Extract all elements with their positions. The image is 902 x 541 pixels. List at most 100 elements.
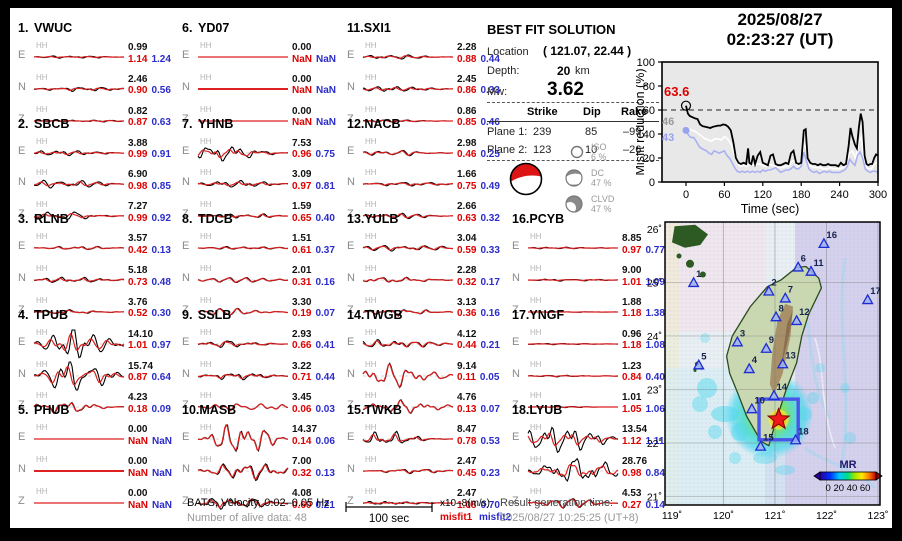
channel-label: HH xyxy=(365,487,377,496)
amplitude-value: 1.01 xyxy=(622,392,642,404)
misfit2-value: 0.25 xyxy=(480,149,500,161)
component-label: E xyxy=(18,240,26,253)
channel-label: HH xyxy=(36,264,48,273)
misfit1-value: 0.98 xyxy=(128,180,148,192)
station-header: 2. SBCB xyxy=(18,117,69,131)
station-code: SSLB xyxy=(198,307,232,322)
waveform-trace: HH xyxy=(197,168,289,188)
component-label: Z xyxy=(512,495,519,507)
synthetic-trace xyxy=(197,464,289,481)
x-tick-label: 240 xyxy=(830,189,848,201)
waveform-trace: HH xyxy=(362,487,453,505)
waveform-trace: HH xyxy=(362,455,454,475)
clvd-pct: 47 % xyxy=(591,204,612,214)
amplitude-value: 4.53 xyxy=(622,488,642,499)
trace-values: 0.99 1.14 1.24 xyxy=(128,42,171,65)
misfit2-value: 0.23 xyxy=(480,467,500,479)
trace-values: 2.01 0.31 0.16 xyxy=(292,265,335,288)
misfit-curve-blue xyxy=(685,130,878,175)
result-time-label: Result generation time: xyxy=(500,497,614,509)
component-label: Z xyxy=(347,208,354,221)
synthetic-trace xyxy=(362,86,453,91)
amplitude-value: 2.28 xyxy=(457,265,477,276)
synthetic-trace xyxy=(527,406,618,409)
misfit1-value: NaN xyxy=(292,53,313,65)
component-label: E xyxy=(347,49,355,61)
station-code: SBCB xyxy=(34,116,70,131)
misfit-curve-white xyxy=(685,126,878,170)
component-label: Z xyxy=(347,495,354,507)
component-label: Z xyxy=(18,303,25,316)
synthetic-trace xyxy=(33,181,124,187)
misfit2-value: 0.85 xyxy=(151,180,171,192)
misfit2-value: 0.33 xyxy=(480,244,500,256)
map-station-number: 11 xyxy=(814,258,825,269)
waveform-trace: HH xyxy=(197,200,289,219)
misfit1-value: 1.01 xyxy=(128,340,148,352)
amplitude-value: 3.88 xyxy=(128,137,148,149)
channel-label: HH xyxy=(200,360,212,369)
channel-label: HH xyxy=(365,73,377,82)
misfit2-value: 1.08 xyxy=(645,340,665,352)
misfit1-value: 1.08 xyxy=(457,499,477,511)
map-lon-label: 121˚ xyxy=(764,510,785,522)
trace-values: 0.00 NaN NaN xyxy=(292,42,336,65)
observed-trace xyxy=(33,329,125,359)
map-lon-label: 120˚ xyxy=(713,510,734,522)
synthetic-trace xyxy=(33,332,125,351)
misfit2-value: 0.91 xyxy=(151,149,171,161)
amplitude-value: 3.45 xyxy=(292,392,312,404)
misfit1-value: NaN xyxy=(128,435,149,447)
map-station-number: 10 xyxy=(754,395,765,406)
synthetic-trace xyxy=(34,246,125,250)
component-label: N xyxy=(18,80,26,93)
component-label: Z xyxy=(347,303,354,316)
station-header: 16.PCYB xyxy=(512,212,564,226)
channel-label: HH xyxy=(36,360,48,369)
waveform-trace: HH xyxy=(362,232,454,252)
amplitude-value: 3.76 xyxy=(128,296,148,308)
misfit2-value: 0.06 xyxy=(315,435,335,447)
x-tick-label: 300 xyxy=(869,189,887,201)
plane1-dip: 85 xyxy=(585,126,598,138)
waveform-trace: HH xyxy=(198,73,288,90)
waveform-trace: HH xyxy=(198,41,288,58)
observed-trace xyxy=(33,180,125,190)
map-station-marker xyxy=(776,357,789,369)
amplitude-value: 13.54 xyxy=(622,424,648,436)
trace-values: 0.00 NaN NaN xyxy=(128,488,172,511)
station-header: 17.YNGF xyxy=(512,308,564,322)
channel-label: HH xyxy=(530,232,542,241)
synthetic-trace xyxy=(527,432,619,447)
misfit1-value: 0.63 xyxy=(457,212,477,224)
misfit1-value: 0.88 xyxy=(457,53,477,65)
map-station-number: 14 xyxy=(776,382,787,393)
misfit1-value: 0.19 xyxy=(292,308,312,320)
misfit1-value: 0.60 xyxy=(292,499,312,511)
amplitude-value: 3.09 xyxy=(292,169,312,181)
trace-values: 6.90 0.98 0.85 xyxy=(128,169,171,192)
trace-values: 4.23 0.18 0.09 xyxy=(128,392,171,415)
channel-label: HH xyxy=(530,455,542,464)
component-label: Z xyxy=(182,208,189,221)
station-code: PCYB xyxy=(529,212,565,227)
station-header: 1. VWUC xyxy=(18,21,72,35)
trace-values: 15.74 0.87 0.64 xyxy=(128,361,171,384)
synthetic-trace xyxy=(362,469,454,474)
synthetic-trace xyxy=(362,245,454,251)
amplitude-value: 3.04 xyxy=(457,233,477,245)
waveform-trace: HH xyxy=(527,455,619,483)
trace-values: 4.76 0.13 0.07 xyxy=(457,392,500,415)
misfit1-value: 0.14 xyxy=(292,435,312,447)
channel-label: HH xyxy=(36,328,48,337)
y-tick-label: 0 xyxy=(649,177,655,189)
misfit2-value: 0.21 xyxy=(480,340,500,352)
misfit-legend: misfit1 misfit2 xyxy=(440,512,511,523)
waveform-trace: HH xyxy=(362,168,454,187)
scalebar-label: 100 sec xyxy=(368,513,410,525)
synthetic-trace xyxy=(362,400,454,414)
misfit2-value: 0.63 xyxy=(151,117,171,129)
alive-data-note: Number of alive data: 48 xyxy=(187,512,307,524)
synthetic-trace xyxy=(33,309,124,314)
component-label: N xyxy=(347,80,355,93)
